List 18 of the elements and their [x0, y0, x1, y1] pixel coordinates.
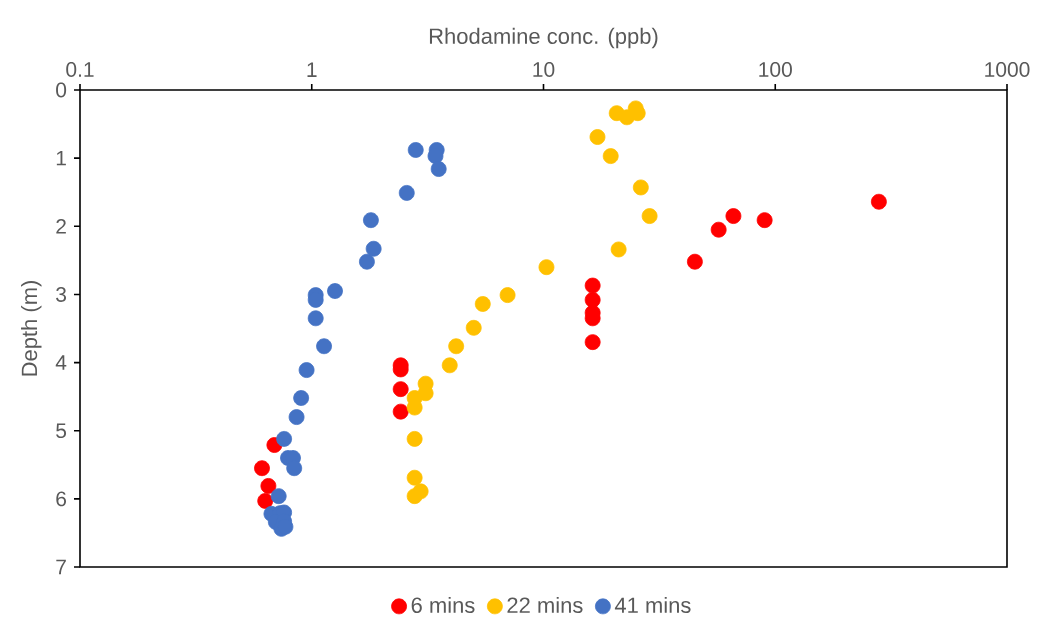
x-tick-label: 10	[533, 62, 555, 77]
legend-label: 6 mins	[411, 596, 475, 614]
y-axis-title: Depth (m)	[21, 281, 42, 376]
y-tick-label: 1	[56, 150, 66, 166]
x-axis-title: Rhodamine conc. (ppb)	[429, 27, 658, 49]
legend-label: 22 mins	[507, 596, 583, 614]
y-tick-label: 0	[56, 82, 67, 98]
legend-label: 41 mins	[614, 596, 691, 614]
y-tick-label: 3	[56, 287, 67, 302]
y-tick-label: 7	[56, 559, 66, 575]
x-tick-label: 1000	[985, 62, 1030, 77]
x-tick-label: 0.1	[66, 62, 94, 77]
x-tick-label: 100	[759, 62, 792, 77]
y-tick-label: 4	[55, 355, 67, 370]
x-tick-label: 1	[307, 62, 317, 77]
y-tick-label: 6	[56, 491, 67, 507]
y-tick-label: 5	[56, 423, 67, 439]
y-tick-label: 2	[56, 218, 66, 234]
